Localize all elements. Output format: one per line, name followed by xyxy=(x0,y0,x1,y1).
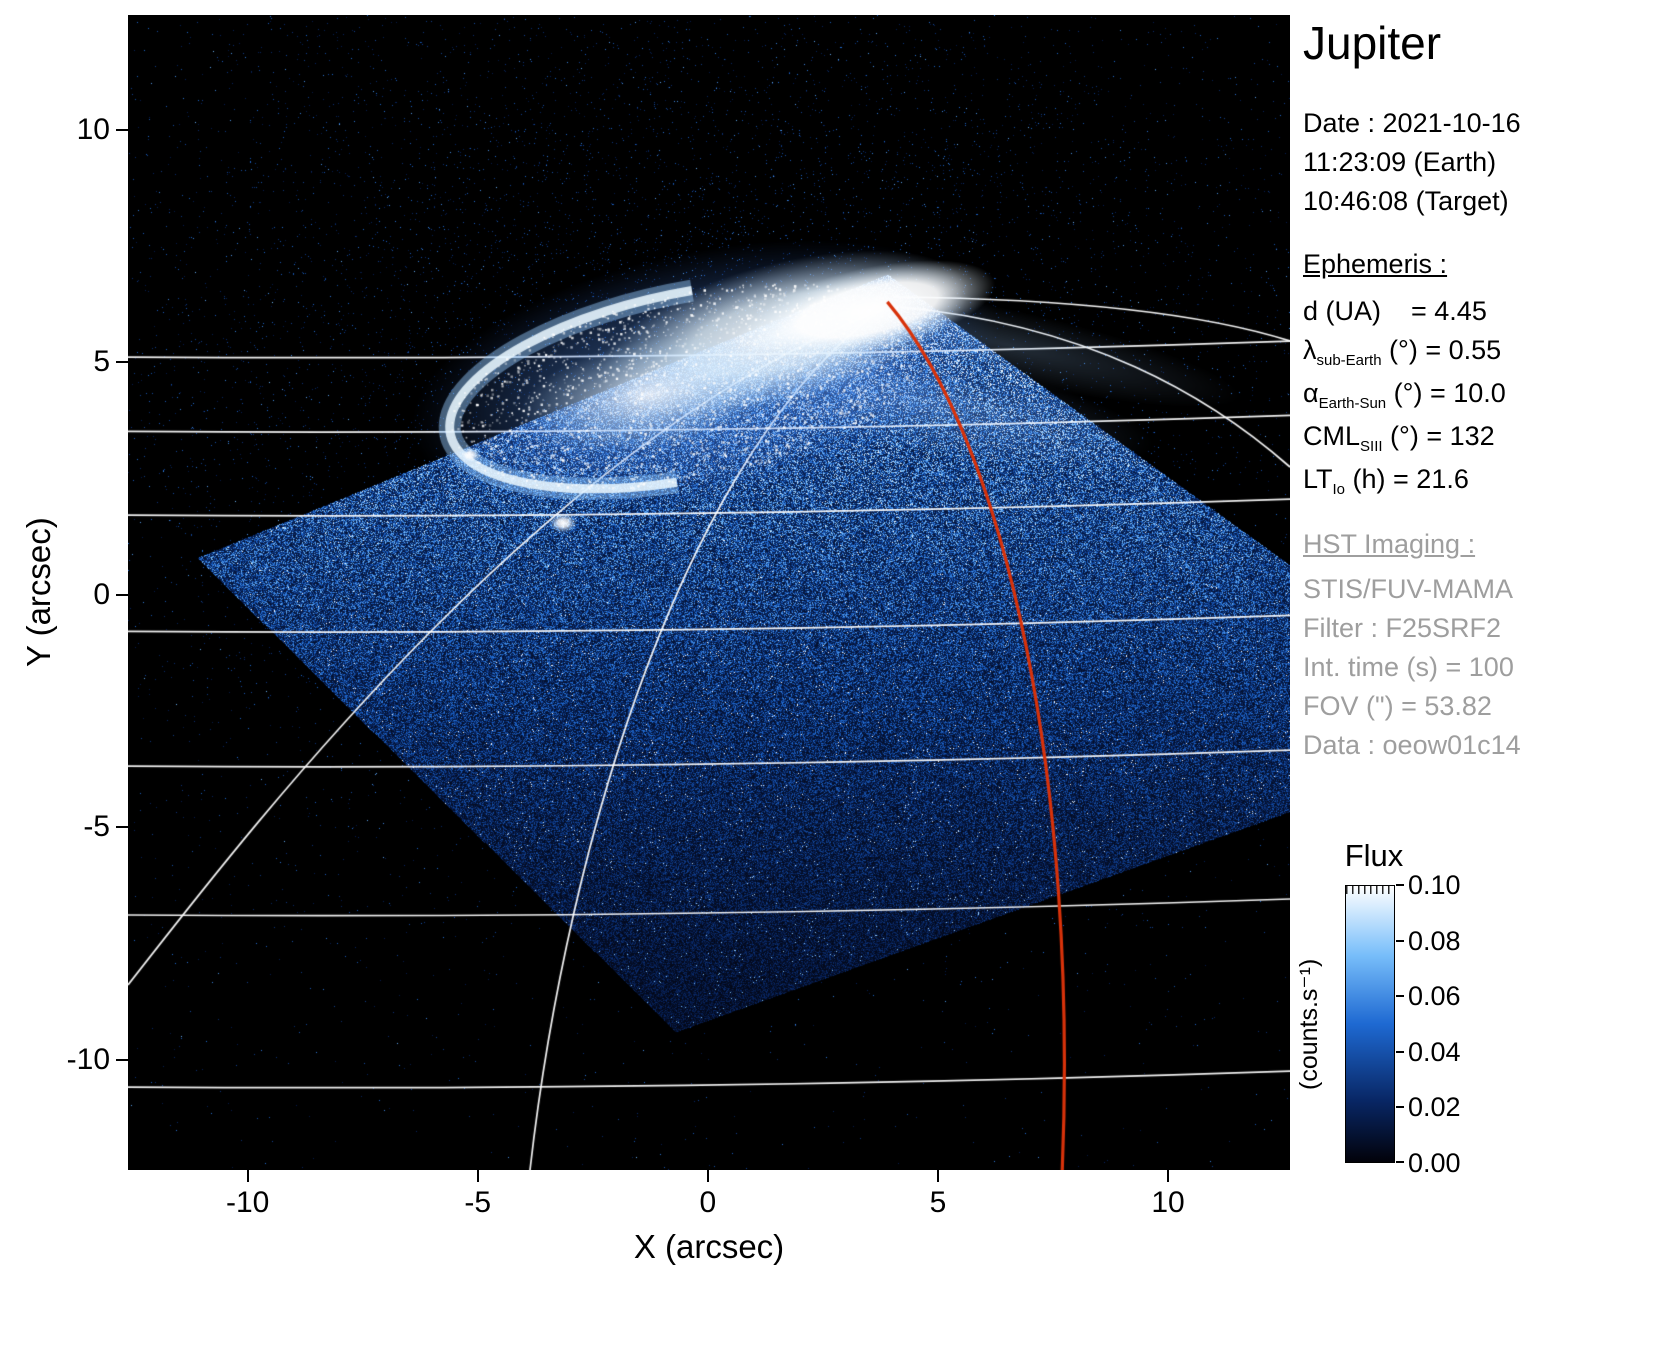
hst-row: STIS/FUV-MAMA xyxy=(1303,570,1675,609)
ephemeris-heading: Ephemeris : xyxy=(1303,249,1675,280)
hst-imaging-list: STIS/FUV-MAMA Filter : F25SRF2 Int. time (… xyxy=(1303,570,1675,765)
x-axis-label: X (arcsec) xyxy=(128,1228,1290,1266)
ephemeris-list: d (UA) = 4.45 λsub-Earth (°) = 0.55 αEarth… xyxy=(1303,292,1675,503)
obs-time-target: 10:46:08 (Target) xyxy=(1303,182,1675,221)
ephemeris-row: LTIo (h) = 21.6 xyxy=(1303,460,1675,503)
x-tick xyxy=(1167,1170,1169,1182)
x-tick xyxy=(247,1170,249,1182)
colorbar-tick-label: 0.06 xyxy=(1408,981,1461,1011)
colorbar-tick xyxy=(1396,884,1404,886)
x-tick-label: 0 xyxy=(700,1186,717,1220)
ephemeris-row: d (UA) = 4.45 xyxy=(1303,292,1675,331)
fuv-image-canvas xyxy=(128,15,1290,1170)
colorbar-tick xyxy=(1396,1051,1404,1053)
y-tick xyxy=(116,594,128,596)
y-axis-ticks xyxy=(115,15,128,1170)
plot-area xyxy=(128,15,1290,1170)
obs-date: Date : 2021-10-16 xyxy=(1303,104,1675,143)
colorbar-tick xyxy=(1396,940,1404,942)
colorbar-tick xyxy=(1396,1106,1404,1108)
colorbar-title: Flux xyxy=(1316,838,1432,874)
colorbar-tick xyxy=(1396,1161,1404,1163)
colorbar-top-hatch-icon xyxy=(1346,886,1394,894)
hst-row: Filter : F25SRF2 xyxy=(1303,609,1675,648)
y-axis-label: Y (arcsec) xyxy=(20,15,58,1170)
x-tick-label: 10 xyxy=(1151,1186,1184,1220)
y-tick xyxy=(116,826,128,828)
y-tick xyxy=(116,361,128,363)
info-panel: Jupiter Date : 2021-10-16 11:23:09 (Eart… xyxy=(1303,16,1675,765)
colorbar-tick-labels: 0.10 0.08 0.06 0.04 0.02 0.00 xyxy=(1408,885,1508,1164)
colorbar-tick-label: 0.08 xyxy=(1408,926,1461,956)
hst-row: Int. time (s) = 100 xyxy=(1303,648,1675,687)
target-name: Jupiter xyxy=(1303,16,1675,70)
ephemeris-row: αEarth-Sun (°) = 10.0 xyxy=(1303,374,1675,417)
colorbar-unit-label: (counts.s⁻¹) xyxy=(1294,885,1324,1163)
colorbar xyxy=(1345,885,1395,1163)
x-tick xyxy=(937,1170,939,1182)
x-tick xyxy=(707,1170,709,1182)
ephemeris-row: CMLSIII (°) = 132 xyxy=(1303,417,1675,460)
colorbar-tick xyxy=(1396,995,1404,997)
obs-time-earth: 11:23:09 (Earth) xyxy=(1303,143,1675,182)
colorbar-tick-label: 0.04 xyxy=(1408,1037,1461,1067)
hst-imaging-heading: HST Imaging : xyxy=(1303,529,1675,560)
ephemeris-row: λsub-Earth (°) = 0.55 xyxy=(1303,331,1675,374)
hst-row: Data : oeow01c14 xyxy=(1303,726,1675,765)
observation-datetime: Date : 2021-10-16 11:23:09 (Earth) 10:46… xyxy=(1303,104,1675,221)
x-tick-label: 5 xyxy=(930,1186,947,1220)
colorbar-tick-label: 0.10 xyxy=(1408,870,1461,900)
y-tick xyxy=(116,129,128,131)
x-tick-label: -5 xyxy=(464,1186,491,1220)
colorbar-tick-label: 0.02 xyxy=(1408,1092,1461,1122)
colorbar-tick-label: 0.00 xyxy=(1408,1148,1461,1178)
figure-root: -10 -5 0 5 10 X (arcsec) 10 5 0 -5 -10 Y (arcsec… xyxy=(0,0,1676,1367)
colorbar-ticks xyxy=(1396,885,1405,1164)
x-axis-tick-labels: -10 -5 0 5 10 xyxy=(128,1186,1290,1224)
x-tick-label: -10 xyxy=(226,1186,269,1220)
x-tick xyxy=(477,1170,479,1182)
x-axis-ticks xyxy=(128,1170,1290,1183)
y-tick xyxy=(116,1059,128,1061)
hst-row: FOV (") = 53.82 xyxy=(1303,687,1675,726)
